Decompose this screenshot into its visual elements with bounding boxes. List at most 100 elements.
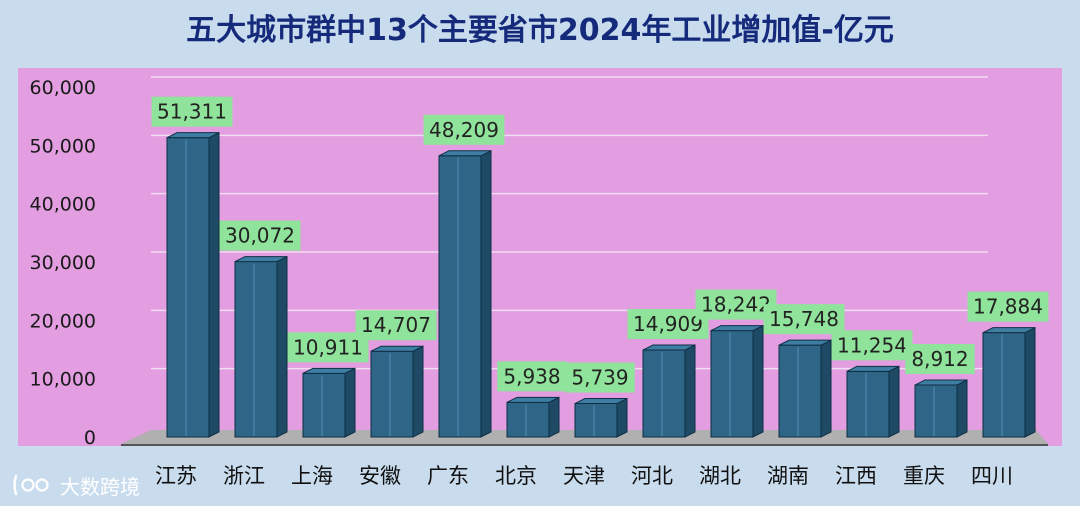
x-category-label: 江西 [835, 464, 877, 488]
bar-top [370, 345, 424, 352]
bar [846, 365, 900, 438]
bar-top [234, 256, 288, 263]
bar-top [302, 367, 356, 374]
bar [438, 149, 492, 438]
bar-front [234, 261, 278, 438]
data-label: 8,912 [905, 344, 975, 375]
x-category-label: 河北 [631, 464, 673, 488]
data-label-box [831, 330, 913, 361]
bar [506, 396, 560, 438]
bar-side [820, 339, 832, 438]
bar-front [166, 137, 210, 438]
bar-front [574, 403, 618, 438]
data-label-box [287, 332, 369, 363]
y-axis: 0 10,000 20,000 30,000 40,000 50,000 60,000 [30, 77, 96, 449]
chart-title: 五大城市群中13个主要省市2024年工业增加值-亿元 [186, 13, 894, 48]
bar-front [302, 372, 346, 438]
bar-top [166, 132, 220, 139]
bar [234, 255, 288, 438]
x-category-label: 四川 [971, 464, 1013, 488]
bar-top [914, 379, 968, 386]
data-label-text: 48,209 [429, 118, 499, 142]
bar-front [642, 349, 686, 438]
data-label-text: 17,884 [973, 295, 1043, 319]
data-label-box [423, 114, 505, 145]
bar-top [778, 339, 832, 346]
data-label: 11,254 [831, 330, 913, 361]
bar-top [982, 327, 1036, 334]
data-label-text: 8,912 [911, 347, 968, 371]
x-category-label: 广东 [427, 464, 469, 488]
y-tick-label: 60,000 [30, 77, 96, 99]
data-label: 30,072 [219, 220, 301, 251]
x-category-label: 湖北 [699, 464, 741, 488]
bar-front [710, 330, 754, 438]
x-axis: 江苏 浙江 上海 安徽 广东 北京 天津 河北 湖北 湖南 江西 重庆 四川 [155, 464, 1013, 488]
data-label-text: 11,254 [837, 333, 907, 357]
bar-side [344, 367, 356, 438]
bar-front [846, 370, 890, 438]
bar-top [846, 365, 900, 372]
y-tick-label: 10,000 [30, 369, 96, 391]
bar-front [438, 155, 482, 438]
y-tick-label: 20,000 [30, 310, 96, 332]
data-label-box [219, 220, 301, 251]
bar-top [574, 398, 628, 405]
bar [370, 345, 424, 438]
watermark-text: 大数跨境 [60, 474, 140, 499]
data-label-text: 5,938 [503, 364, 560, 388]
bar [166, 131, 220, 438]
data-label-box [763, 304, 845, 335]
bar-front [506, 401, 550, 438]
bar-side [480, 149, 492, 438]
data-label-text: 51,311 [157, 100, 227, 124]
bar-front [982, 332, 1026, 438]
bar-side [1024, 326, 1036, 438]
data-label: 14,909 [627, 309, 709, 340]
bar-side [684, 344, 696, 438]
data-label-text: 15,748 [769, 307, 839, 331]
y-tick-label: 50,000 [30, 135, 96, 157]
x-category-label: 北京 [495, 464, 537, 488]
bar [574, 397, 628, 438]
bars [166, 131, 1036, 438]
x-category-label: 上海 [291, 464, 333, 488]
data-label-box [967, 291, 1049, 322]
data-label-box [355, 310, 437, 341]
data-label-text: 14,909 [633, 312, 703, 336]
y-tick-label: 30,000 [30, 252, 96, 274]
bar [302, 367, 356, 438]
data-label-box [695, 289, 777, 320]
bar-side [616, 397, 628, 438]
data-label-box [497, 361, 567, 392]
data-label: 5,739 [565, 362, 635, 393]
data-label-box [905, 344, 975, 375]
x-category-label: 江苏 [155, 464, 197, 488]
data-label-text: 18,242 [701, 293, 771, 317]
data-label: 15,748 [763, 304, 845, 335]
bar [982, 326, 1036, 438]
bar-side [548, 396, 560, 438]
bar [642, 344, 696, 438]
bar-top [710, 325, 764, 332]
x-category-label: 浙江 [223, 464, 265, 488]
bar-top [642, 344, 696, 351]
watermark: 大数跨境 [10, 470, 140, 500]
data-label: 17,884 [967, 291, 1049, 322]
x-category-label: 天津 [563, 464, 605, 488]
data-label-box [151, 96, 233, 127]
data-label: 10,911 [287, 332, 369, 363]
data-label: 5,938 [497, 361, 567, 392]
data-label-text: 30,072 [225, 224, 295, 248]
bar-side [752, 324, 764, 438]
data-label-text: 14,707 [361, 313, 431, 337]
bar-front [778, 344, 822, 438]
bar [710, 324, 764, 438]
y-tick-label: 40,000 [30, 194, 96, 216]
data-label: 14,707 [355, 310, 437, 341]
x-category-label: 重庆 [903, 464, 945, 488]
data-label: 51,311 [151, 96, 233, 127]
